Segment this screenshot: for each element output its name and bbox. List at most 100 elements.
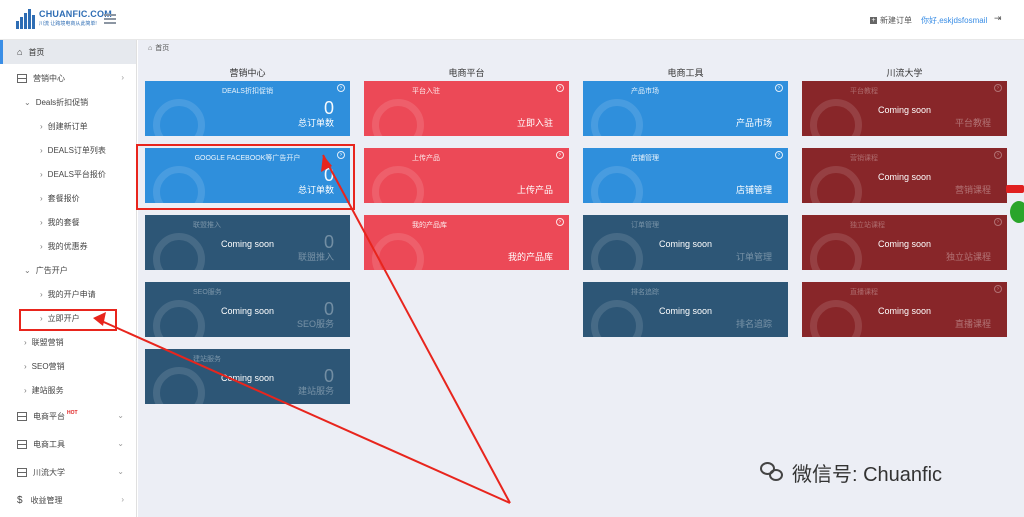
card-ad-account[interactable]: GOOGLE FACEBOOK等广告开户 › 0 总订单数 (145, 148, 350, 203)
sidebar-item-ads[interactable]: ⌄ 广告开户 (0, 258, 136, 282)
logout-icon[interactable]: ⇥ (994, 13, 1002, 23)
breadcrumb-home: 首页 (155, 45, 170, 52)
sidebar-item-package-quotes[interactable]: › 套餐报价 (0, 186, 136, 210)
coming-soon-text: Coming soon (220, 239, 275, 249)
sidebar-item-label: 我的开户申请 (47, 289, 96, 299)
coming-soon-text: Coming soon (877, 172, 932, 182)
card-seo[interactable]: SEO服务 Coming soon 0 SEO服务 (145, 282, 350, 337)
breadcrumb[interactable]: ⌂ 首页 (148, 43, 169, 53)
chevron-right-icon: › (40, 121, 43, 131)
card-label: 订单管理 (735, 252, 772, 262)
card-live-course[interactable]: 直播课程 › Coming soon 直播课程 (802, 282, 1007, 337)
card-label: 直播课程 (954, 319, 991, 329)
card-title: 独立站课程 (850, 222, 885, 229)
column-title-marketing: 营销中心 (229, 68, 266, 78)
new-order-button[interactable]: + 新建订单 (870, 15, 912, 26)
plus-icon: + (870, 17, 877, 24)
arrow-right-circle-icon[interactable]: › (994, 84, 1002, 92)
sidebar-item-label: 联盟营销 (31, 337, 64, 347)
logo[interactable]: CHUANFIC.COM 川流 让跨境电商从此简单! (16, 9, 112, 29)
wechat-icon (760, 461, 786, 484)
card-site[interactable]: 建站服务 Coming soon 0 建站服务 (145, 349, 350, 404)
arrow-right-circle-icon[interactable]: › (556, 218, 564, 226)
arrow-right-circle-icon[interactable]: › (337, 84, 345, 92)
card-product-library[interactable]: 我的产品库 › 我的产品库 (364, 215, 569, 270)
chevron-right-icon: › (121, 73, 124, 82)
card-rank-tracking[interactable]: 排名追踪 Coming soon 排名追踪 (583, 282, 788, 337)
card-product-market[interactable]: 产品市场 › 产品市场 (583, 81, 788, 136)
chevron-right-icon: › (40, 145, 43, 155)
arrow-right-circle-icon[interactable]: › (775, 84, 783, 92)
hot-badge: HOT (67, 410, 78, 416)
sidebar-item-affiliate[interactable]: › 联盟营销 (0, 330, 136, 354)
coming-soon-text: Coming soon (877, 105, 932, 115)
card-affiliate[interactable]: 联盟推入 Coming soon 0 联盟推入 (145, 215, 350, 270)
arrow-right-circle-icon[interactable]: › (994, 151, 1002, 159)
panel-icon (17, 439, 27, 449)
card-deals[interactable]: DEALS折扣促销 › 0 总订单数 (145, 81, 350, 136)
menu-toggle-icon[interactable] (104, 14, 116, 24)
side-promo-sticker[interactable] (1004, 185, 1024, 225)
card-title: 平台教程 (850, 88, 878, 95)
sidebar-item-home[interactable]: ⌂ 首页 (0, 40, 136, 64)
sidebar-item-open-account[interactable]: › 立即开户 (0, 306, 136, 330)
card-title: DEALS折扣促销 (222, 88, 273, 95)
sidebar-item-create-order[interactable]: › 创建新订单 (0, 114, 136, 138)
sidebar-item-university[interactable]: 川流大学 ⌄ (0, 458, 136, 486)
panel-icon (17, 467, 27, 477)
card-title: 我的产品库 (412, 222, 447, 229)
sidebar-item-label: 川流大学 (33, 467, 65, 477)
user-link[interactable]: 你好,eskjdsfosmail (921, 16, 988, 25)
arrow-right-circle-icon[interactable]: › (994, 218, 1002, 226)
card-label: 建站服务 (297, 386, 334, 396)
chevron-right-icon: › (24, 361, 27, 371)
wechat-watermark: 微信号: Chuanfic (760, 458, 942, 487)
logo-subtitle: 川流 让跨境电商从此简单! (39, 21, 97, 27)
card-label: 总订单数 (297, 185, 334, 195)
annotation-box-ad-card (136, 144, 355, 210)
arrow-right-circle-icon[interactable]: › (994, 285, 1002, 293)
card-number: 0 (323, 98, 334, 118)
card-site-course[interactable]: 独立站课程 › Coming soon 独立站课程 (802, 215, 1007, 270)
sidebar-item-income[interactable]: $ 收益管理 › (0, 486, 136, 514)
sidebar-item-deals-orders[interactable]: › DEALS订单列表 (0, 138, 136, 162)
card-platform-tutorial[interactable]: 平台教程 › Coming soon 平台教程 (802, 81, 1007, 136)
card-order-management[interactable]: 订单管理 Coming soon 订单管理 (583, 215, 788, 270)
card-marketing-course[interactable]: 营销课程 › Coming soon 营销课程 (802, 148, 1007, 203)
card-upload-product[interactable]: 上传产品 › 上传产品 (364, 148, 569, 203)
column-title-ecom-platform: 电商平台 (448, 68, 485, 78)
coming-soon-text: Coming soon (658, 239, 713, 249)
sidebar-item-ecom-tools[interactable]: 电商工具 ⌄ (0, 430, 136, 458)
card-title: 订单管理 (631, 222, 659, 229)
grid-icon (17, 73, 27, 83)
sidebar-item-deals-quotes[interactable]: › DEALS平台报价 (0, 162, 136, 186)
card-label: 上传产品 (516, 185, 553, 195)
sidebar-item-my-applications[interactable]: › 我的开户申请 (0, 282, 136, 306)
sidebar-item-label: 营销中心 (33, 73, 65, 83)
home-icon: ⌂ (148, 44, 153, 52)
card-store-management[interactable]: 店铺管理 › 店铺管理 (583, 148, 788, 203)
sidebar-item-my-coupons[interactable]: › 我的优惠券 (0, 234, 136, 258)
card-label: 独立站课程 (945, 252, 991, 262)
arrow-right-circle-icon[interactable]: › (556, 151, 564, 159)
card-platform-join[interactable]: 平台入驻 › 立即入驻 (364, 81, 569, 136)
sidebar-item-seo[interactable]: › SEO营销 (0, 354, 136, 378)
annotation-box-open-account (19, 309, 117, 331)
sidebar-item-label: Deals折扣促销 (35, 97, 89, 107)
chevron-down-icon: ⌄ (117, 467, 124, 476)
chevron-right-icon: › (40, 169, 43, 179)
sidebar-item-label: 广告开户 (35, 265, 68, 275)
chevron-right-icon: › (40, 241, 43, 251)
sidebar-item-my-packages[interactable]: › 我的套餐 (0, 210, 136, 234)
new-order-label: 新建订单 (880, 16, 912, 25)
sidebar-item-ecom-platform[interactable]: 电商平台 HOT ⌄ (0, 402, 136, 430)
sidebar-item-label: DEALS平台报价 (47, 169, 106, 179)
arrow-right-circle-icon[interactable]: › (775, 151, 783, 159)
card-title: 店铺管理 (631, 155, 659, 162)
sidebar-item-marketing[interactable]: 营销中心 › (0, 66, 136, 90)
card-title: 产品市场 (631, 88, 659, 95)
dollar-icon: $ (17, 494, 23, 506)
arrow-right-circle-icon[interactable]: › (556, 84, 564, 92)
sidebar-item-deals[interactable]: ⌄ Deals折扣促销 (0, 90, 136, 114)
sidebar-item-site[interactable]: › 建站服务 (0, 378, 136, 402)
